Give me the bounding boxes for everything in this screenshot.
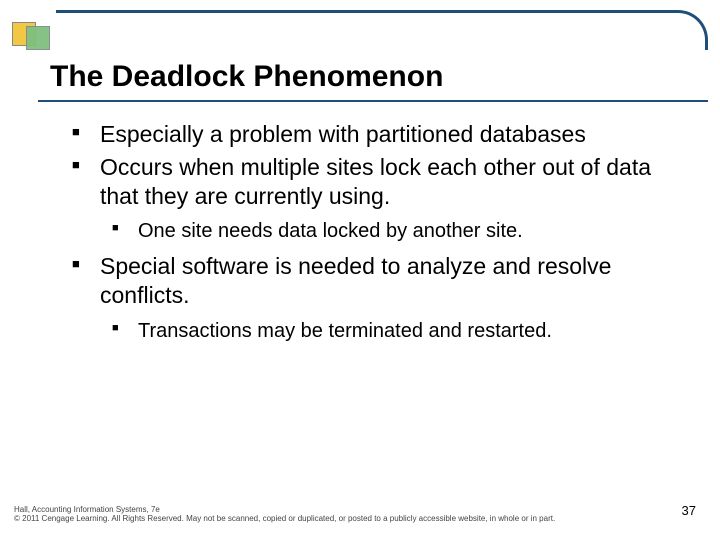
bullet-level1: Occurs when multiple sites lock each oth… [72,153,692,245]
bullet-level1: Especially a problem with partitioned da… [72,120,692,149]
bullet-level2: Transactions may be terminated and resta… [112,318,692,344]
page-number: 37 [682,503,696,518]
bullet-text: Special software is needed to analyze an… [100,253,611,308]
bullet-text: One site needs data locked by another si… [138,220,523,242]
bullet-text: Especially a problem with partitioned da… [100,121,586,147]
slide-content: Especially a problem with partitioned da… [72,120,692,352]
bullet-level2: One site needs data locked by another si… [112,218,692,244]
slide-top-border [56,10,708,50]
slide-title: The Deadlock Phenomenon [50,60,443,94]
footer-line2: © 2011 Cengage Learning. All Rights Rese… [14,514,706,524]
title-underline [38,100,708,102]
bullet-text: Occurs when multiple sites lock each oth… [100,154,651,209]
logo-square-green [26,26,50,50]
footer-line1: Hall, Accounting Information Systems, 7e [14,505,706,515]
bullet-text: Transactions may be terminated and resta… [138,320,552,342]
slide-footer: Hall, Accounting Information Systems, 7e… [14,505,706,524]
slide-logo [12,22,60,48]
bullet-level1: Special software is needed to analyze an… [72,252,692,344]
